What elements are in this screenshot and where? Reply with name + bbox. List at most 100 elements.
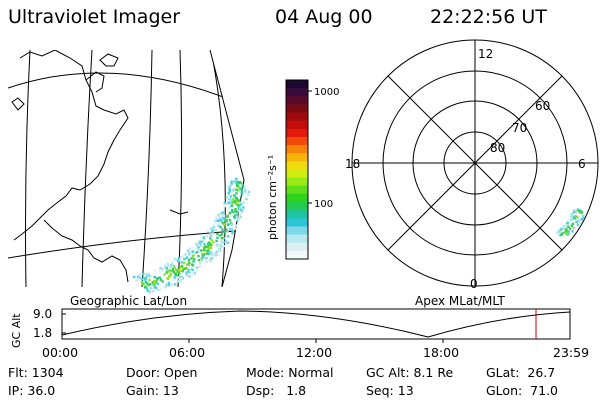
emission-pixel (219, 225, 222, 229)
emission-pixel (172, 265, 176, 268)
colorbar-cell (286, 112, 308, 122)
emission-pixel (168, 265, 172, 269)
emission-pixel (142, 283, 145, 286)
polar-auroral-emission (556, 208, 585, 237)
emission-pixel (222, 222, 225, 225)
emission-pixel (193, 272, 196, 275)
emission-pixel (185, 267, 188, 270)
emission-pixel (203, 247, 206, 250)
emission-pixel (170, 264, 173, 267)
emission-pixel (140, 280, 144, 284)
emission-pixel (232, 201, 235, 204)
colorbar-cell (286, 185, 308, 195)
emission-pixel (220, 233, 224, 236)
orbit-plot-frame (61, 308, 571, 340)
emission-pixel (190, 263, 194, 266)
emission-pixel (165, 282, 168, 285)
emission-pixel (205, 250, 209, 254)
emission-pixel (574, 215, 578, 218)
emission-pixel (563, 226, 566, 229)
emission-pixel (575, 220, 578, 224)
emission-pixel (223, 205, 226, 208)
colorbar-tick-100: 100 (314, 199, 333, 210)
emission-pixel (135, 279, 138, 282)
emission-pixel (240, 192, 243, 196)
mlat-label-60: 60 (535, 99, 550, 113)
emission-pixel (562, 230, 566, 234)
emission-pixel (206, 242, 210, 246)
colorbar-cell (286, 218, 308, 228)
emission-pixel (221, 216, 225, 219)
emission-pixel (184, 252, 187, 256)
emission-pixel (216, 232, 219, 236)
emission-pixel (230, 200, 234, 204)
emission-pixel (567, 230, 570, 233)
emission-pixel (220, 237, 223, 240)
emission-pixel (570, 224, 573, 227)
emission-pixel (567, 225, 570, 229)
emission-pixel (201, 240, 204, 243)
emission-pixel (209, 246, 213, 250)
emission-pixel (233, 181, 237, 184)
emission-pixel (227, 201, 230, 204)
x-tick-0600: 06:00 (169, 345, 205, 360)
emission-pixel (155, 280, 158, 283)
emission-pixel (181, 256, 184, 260)
emission-pixel (148, 290, 151, 294)
emission-pixel (201, 249, 204, 252)
colorbar-cell (286, 234, 308, 244)
emission-pixel (582, 214, 585, 218)
emission-pixel (151, 281, 154, 284)
emission-pixel (565, 232, 568, 235)
emission-pixel (147, 284, 150, 287)
emission-pixel (571, 222, 575, 225)
emission-pixel (217, 252, 220, 256)
emission-pixel (180, 264, 184, 268)
emission-pixel (200, 257, 203, 260)
emission-pixel (163, 264, 167, 267)
emission-pixel (227, 199, 231, 203)
emission-pixel (153, 284, 156, 288)
emission-pixel (556, 231, 559, 234)
colorbar-frame (285, 79, 309, 260)
emission-pixel (213, 251, 217, 255)
emission-pixel (247, 190, 251, 194)
status-glat: GLat: 26.7 (486, 365, 556, 380)
emission-pixel (195, 269, 199, 272)
emission-pixel (199, 249, 203, 252)
emission-pixel (241, 210, 244, 213)
colorbar-unit-label: photon cm⁻²s⁻¹ (266, 155, 279, 240)
emission-pixel (222, 214, 226, 218)
emission-pixel (230, 204, 233, 207)
emission-pixel (209, 232, 212, 236)
emission-pixel (238, 203, 241, 207)
colorbar-cell (286, 120, 308, 130)
emission-pixel (192, 269, 196, 273)
emission-pixel (138, 276, 142, 280)
emission-pixel (239, 215, 242, 219)
colorbar: 1000 100 photon cm⁻²s⁻¹ (266, 79, 339, 260)
emission-pixel (171, 267, 174, 271)
emission-pixel (144, 281, 148, 284)
emission-pixel (212, 223, 215, 227)
emission-pixel (170, 284, 173, 287)
emission-pixel (191, 250, 194, 253)
emission-pixel (179, 279, 182, 283)
emission-pixel (572, 215, 576, 218)
emission-pixel (150, 288, 153, 291)
status-gain: Gain: 13 (126, 383, 179, 398)
emission-pixel (215, 244, 219, 248)
status-dsp: Dsp: 1.8 (246, 383, 307, 398)
emission-pixel (192, 260, 195, 263)
emission-pixel (237, 217, 240, 220)
emission-pixel (236, 215, 240, 218)
emission-pixel (153, 268, 157, 272)
y-tick-1-8: 1.8 (33, 326, 52, 340)
emission-pixel (230, 182, 233, 185)
emission-pixel (161, 269, 164, 272)
emission-pixel (235, 188, 238, 191)
emission-pixel (559, 228, 562, 231)
emission-pixel (158, 284, 161, 287)
emission-pixel (200, 244, 203, 247)
